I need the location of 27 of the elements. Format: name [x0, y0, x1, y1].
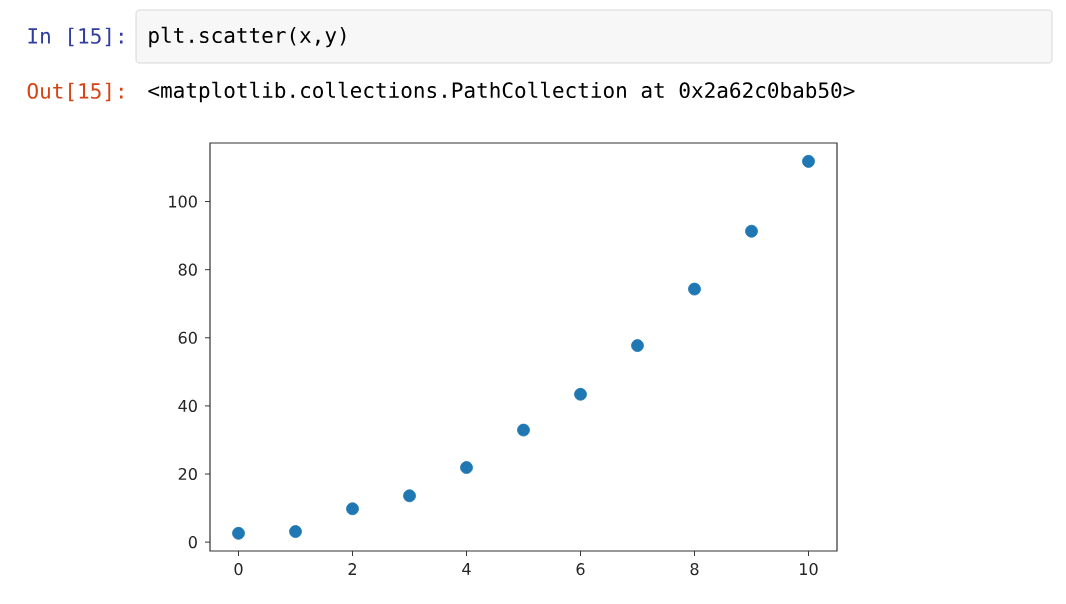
x-tick-label: 0: [234, 563, 243, 576]
point: [460, 461, 473, 474]
x-tick-label: 2: [348, 563, 356, 575]
y-tick-label: 60: [178, 331, 197, 344]
point: [517, 423, 530, 437]
y-tick-label: 0: [188, 536, 197, 549]
x-tick-label: 8: [690, 563, 699, 576]
y-tick-label: 80: [178, 263, 197, 276]
point: [232, 526, 245, 540]
text: In [15]:: [28, 27, 123, 47]
y-tick-label: 20: [178, 467, 197, 481]
point: [346, 502, 359, 516]
text: <matplotlib.collections.PathCollection at 0x2a62c0bab50>: [148, 81, 855, 103]
point: [745, 224, 758, 238]
point: [574, 387, 587, 401]
text: plt.scatter(x,y): [149, 26, 346, 48]
point: [688, 282, 701, 296]
x-tick-label: 4: [462, 563, 471, 575]
point: [802, 154, 815, 168]
x-tick-label: 6: [576, 563, 585, 576]
x-tick-label: 10: [800, 563, 818, 576]
point: [289, 525, 302, 538]
point: [403, 489, 416, 503]
text: Out[15]:: [27, 82, 123, 102]
point: [631, 339, 644, 353]
y-tick-label: 40: [178, 399, 197, 412]
y-tick-label: 100: [169, 195, 197, 208]
